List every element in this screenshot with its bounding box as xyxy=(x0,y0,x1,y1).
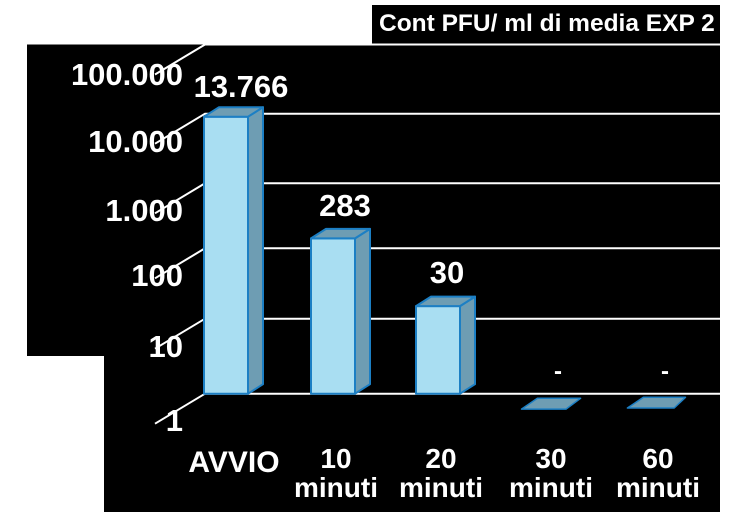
svg-text:100.000: 100.000 xyxy=(71,57,183,92)
svg-text:10.000: 10.000 xyxy=(88,124,183,159)
svg-text:13.766: 13.766 xyxy=(194,69,289,104)
svg-text:10: 10 xyxy=(320,443,351,474)
svg-text:30: 30 xyxy=(430,255,464,290)
svg-text:-: - xyxy=(661,358,669,385)
svg-text:100: 100 xyxy=(131,258,183,293)
svg-text:minuti: minuti xyxy=(294,472,378,503)
svg-text:20: 20 xyxy=(425,443,456,474)
svg-text:AVVIO: AVVIO xyxy=(188,446,279,479)
svg-text:10: 10 xyxy=(149,329,183,364)
svg-text:minuti: minuti xyxy=(399,472,483,503)
svg-text:283: 283 xyxy=(319,188,371,223)
svg-text:minuti: minuti xyxy=(509,472,593,503)
svg-text:60: 60 xyxy=(642,443,673,474)
svg-text:-: - xyxy=(554,358,562,385)
svg-text:1: 1 xyxy=(166,403,183,438)
svg-text:minuti: minuti xyxy=(616,472,700,503)
svg-text:1.000: 1.000 xyxy=(105,193,183,228)
svg-text:30: 30 xyxy=(535,443,566,474)
svg-text:Cont PFU/ ml di media EXP 2: Cont PFU/ ml di media EXP 2 xyxy=(379,10,715,37)
